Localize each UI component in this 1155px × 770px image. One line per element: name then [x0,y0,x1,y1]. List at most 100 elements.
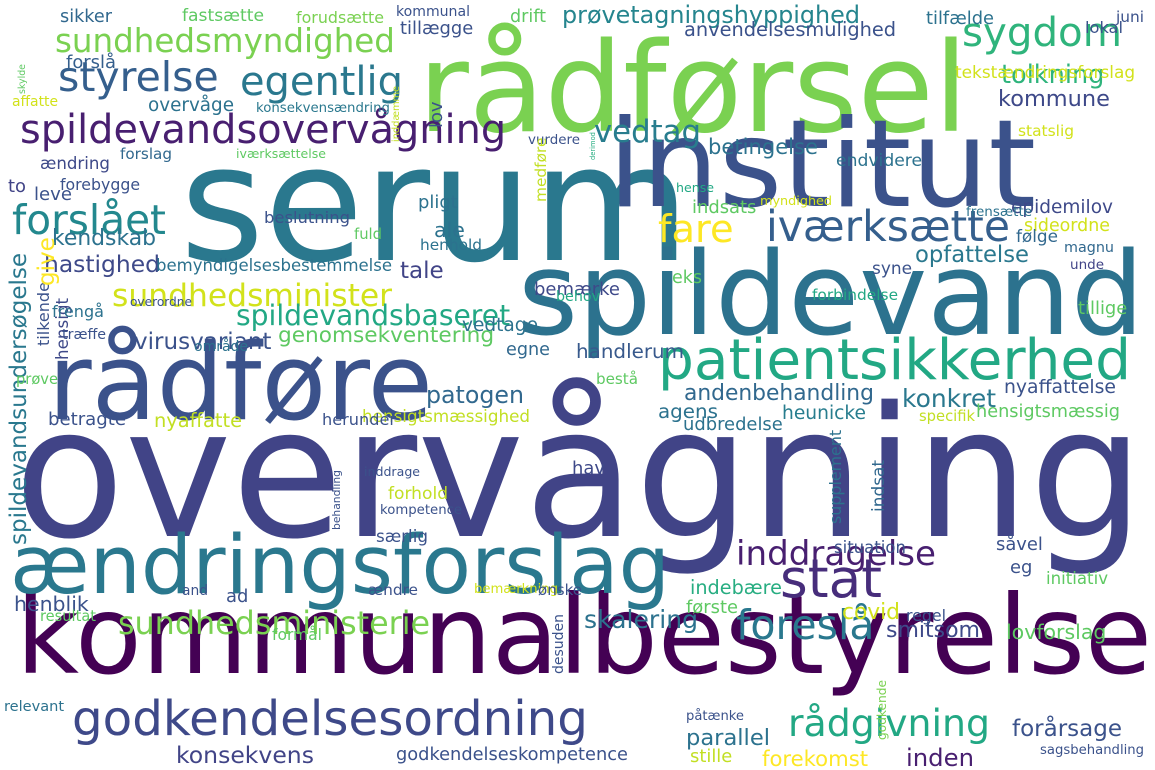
cloud-word: tolkning [1001,60,1105,91]
cloud-word: bestå [596,369,638,388]
cloud-word: henhold [420,235,483,254]
cloud-word: myndighed [760,193,833,209]
cloud-word: godkendelseskompetence [396,743,628,765]
cloud-word: anvendelsesmulighed [684,17,897,41]
cloud-word: lovforslag [1006,619,1107,644]
cloud-word: skalering [584,605,699,635]
cloud-word: leve [34,183,72,205]
cloud-word: agens [658,399,718,423]
cloud-word: sikker [60,6,112,27]
cloud-word: resultat [40,607,97,625]
cloud-word: forslag [120,144,173,163]
cloud-word: indebære [690,575,782,599]
cloud-word: særlig [376,525,429,546]
cloud-word: konsekvensændring [256,100,390,116]
cloud-word: fuld [354,225,383,243]
cloud-word: eg [1010,556,1033,578]
cloud-word: situation [834,537,906,557]
cloud-word: godkendelsesordning [72,691,588,748]
cloud-word: nyaffatte [154,408,243,432]
cloud-word: covid [842,599,900,625]
cloud-word: såvel [996,533,1043,555]
cloud-word: herunder [322,409,396,429]
cloud-word: betragte [48,408,127,430]
cloud-word: rådføre [48,320,433,445]
cloud-word: kommune [998,85,1110,112]
cloud-word: pligt [418,191,458,213]
cloud-word: epidemilov [1011,196,1113,218]
cloud-word: frensætte [966,203,1033,220]
cloud-word: inddæmme [391,85,402,142]
cloud-word: relevant [4,697,65,715]
cloud-word: træffe [62,326,107,343]
cloud-word: prøvetagningshyppighed [562,0,860,29]
cloud-word: bemærkning [474,581,558,597]
cloud-word: henblik [14,591,89,616]
cloud-word: drift [510,6,547,27]
cloud-word: specifik [919,407,976,425]
cloud-word: kommunalbestyrelse [16,571,1152,699]
cloud-word: statslig [1018,121,1075,140]
cloud-word: område [194,338,249,355]
cloud-word: magnu [1064,239,1114,256]
cloud-word: smitsom [886,617,980,643]
cloud-word: tilkende [34,282,53,346]
cloud-word: nyaffattelse [1004,376,1117,398]
cloud-word: fastsætte [182,5,265,26]
cloud-word: tilfælde [926,7,995,29]
cloud-word: egentlig [240,59,403,106]
cloud-word: bemyndigelsesbestemmelse [156,255,393,275]
cloud-word: ale [434,217,465,242]
cloud-word: følge [1016,225,1059,246]
cloud-word: lov [426,101,447,128]
cloud-word: godkende [875,679,889,740]
cloud-word: desuden [551,613,567,674]
cloud-word: betingelse [708,133,818,159]
cloud-word: eks [672,267,703,288]
cloud-word: genomsekventering [278,322,495,348]
cloud-word: ændring [40,153,110,173]
cloud-word: vurdere [528,132,580,148]
cloud-word: unde [1070,256,1105,273]
cloud-word: patientsikkerhed [658,327,1132,393]
cloud-word: and [182,582,209,599]
cloud-word: forhold [388,483,449,504]
cloud-word: endvidere [836,150,923,171]
cloud-word: egne [506,339,551,360]
cloud-word: ændringsforslag [10,519,671,614]
cloud-word: affatte [12,93,58,110]
cloud-word: forebygge [60,174,141,194]
cloud-word: indsat [868,459,888,512]
cloud-word: vedtage [462,314,538,336]
cloud-word: overordne [130,294,192,309]
cloud-word: syne [872,257,913,278]
cloud-word: hastighed [44,249,161,278]
cloud-word: udbredelse [683,413,783,435]
cloud-word: give [34,237,60,286]
cloud-word: virusvariant [134,328,272,355]
cloud-word: juni [1116,7,1145,26]
cloud-word: stille [690,745,733,767]
cloud-word: spildevandsbaseret [236,299,511,333]
cloud-word: patogen [426,380,524,409]
cloud-word: vedtag [594,114,701,151]
cloud-word: opfattelse [915,241,1030,268]
cloud-word: konkret [902,383,996,413]
cloud-word: prøve [16,370,58,388]
cloud-word: rådførsel [418,16,969,161]
cloud-word: ønske [538,580,583,599]
cloud-word: to [8,175,27,197]
cloud-word: rådgivning [788,701,990,746]
cloud-word: sundhedsministerie [118,606,431,643]
cloud-word: indsats [692,196,757,218]
cloud-word: behandling [330,470,343,530]
cloud-word: andenbehandling [684,380,874,406]
cloud-word: kompetence [380,502,463,518]
cloud-word: forudsætte [296,7,385,27]
cloud-word: iværksættelse [236,145,327,161]
cloud-word: hensigtsmæssig [976,401,1120,422]
cloud-word: kendskab [52,225,156,251]
cloud-word: overvågning [14,368,1144,580]
cloud-word: forslå [66,51,116,73]
